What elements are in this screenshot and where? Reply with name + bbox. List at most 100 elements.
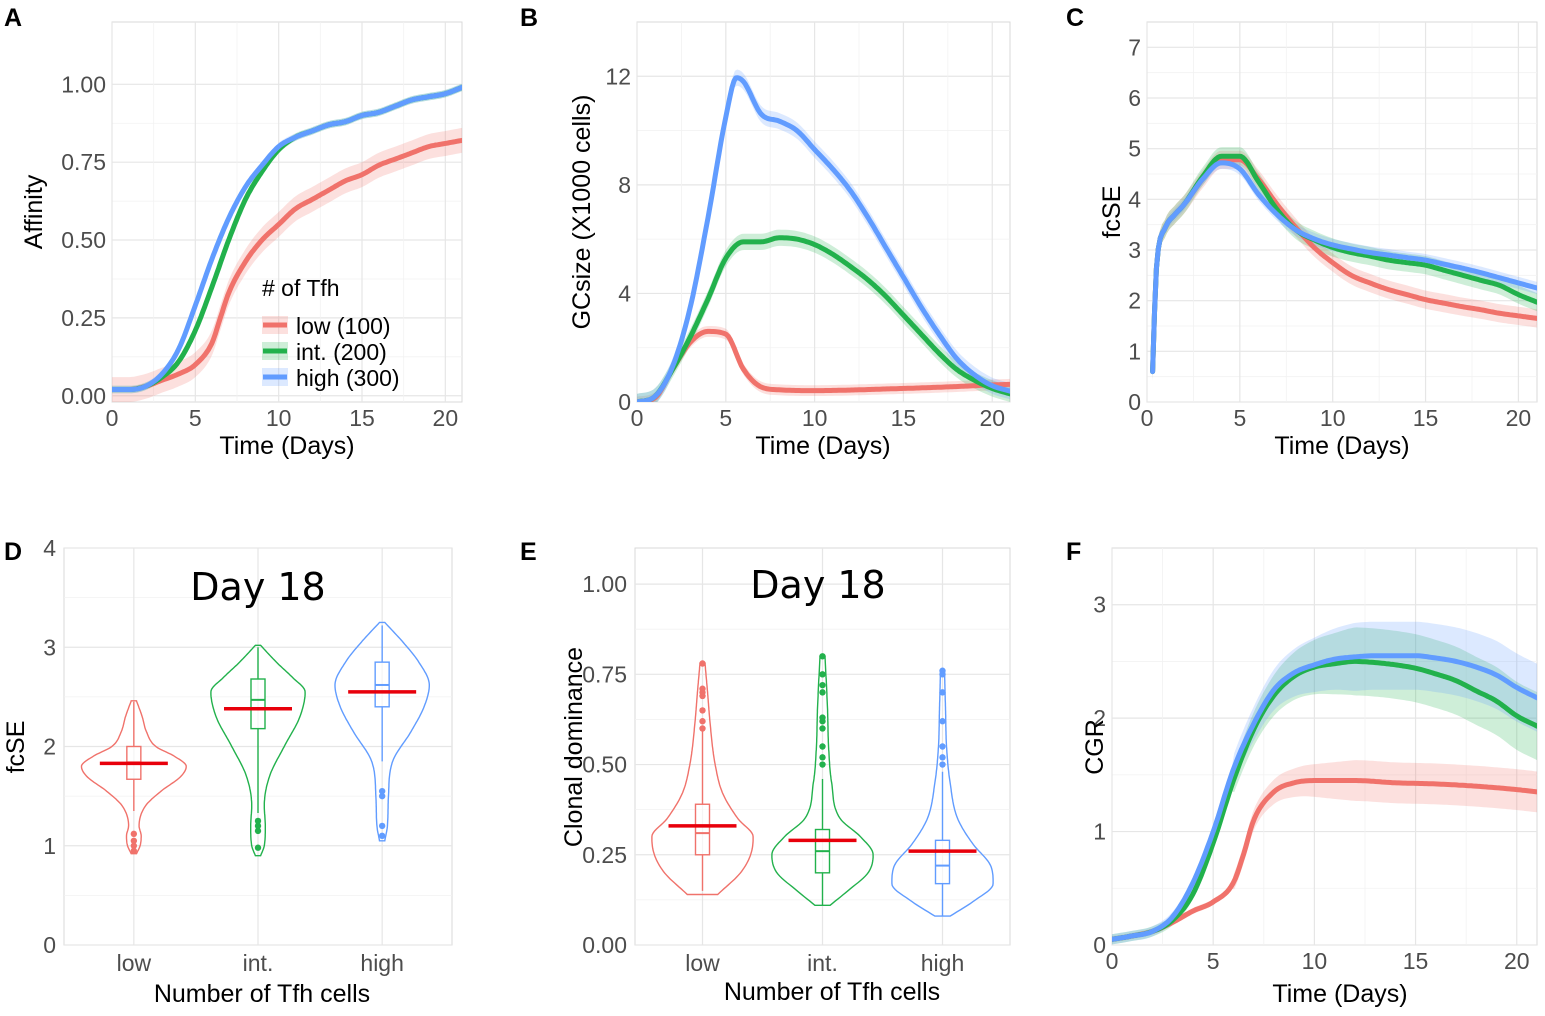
y-tick-label: 4 <box>43 535 56 561</box>
outlier-point <box>130 830 138 838</box>
y-tick-label: 0.50 <box>582 752 627 778</box>
series-band-low <box>637 326 1010 402</box>
panel-a: 0 5 10 15 20 0.00 0.25 0.50 0.75 1.00 Time (Days) A… <box>4 4 463 460</box>
series-line-high <box>637 75 1010 402</box>
y-tick-label: 1 <box>1093 819 1106 845</box>
x-axis-title: Time (Days) <box>1274 432 1409 460</box>
series-band-high <box>1112 621 1537 945</box>
y-tick-label: 0 <box>1128 389 1141 415</box>
x-tick-label: 5 <box>719 405 732 431</box>
x-tick-label: 20 <box>1504 948 1530 974</box>
legend-entry: int. (200) <box>296 339 387 365</box>
y-tick-label: 2 <box>1128 288 1141 314</box>
outlier-point <box>939 667 946 674</box>
y-tick-label: 1.00 <box>61 71 106 97</box>
y-tick-label: 0.00 <box>582 932 627 958</box>
y-tick-label: 2 <box>43 734 56 760</box>
outlier-point <box>819 743 826 750</box>
outlier-point <box>254 844 262 851</box>
outlier-point <box>254 817 262 825</box>
violin-low <box>651 660 754 896</box>
plot-area <box>1111 547 1538 946</box>
series-group <box>1150 147 1537 381</box>
series-line-high <box>1112 653 1537 942</box>
chart-title: Day 18 <box>750 563 885 607</box>
violin-low <box>80 700 187 855</box>
series-line-int <box>1150 153 1537 375</box>
y-tick-label: 0.25 <box>61 305 106 331</box>
outlier-point <box>819 761 826 768</box>
x-tick-label: 0 <box>631 405 644 431</box>
panel-e: low int. high 0.00 0.25 0.50 0.75 1.00 Day 18 Num… <box>520 538 1011 1006</box>
y-tick-label: 4 <box>618 280 631 306</box>
x-tick-label: 0 <box>106 405 119 431</box>
box <box>250 678 266 730</box>
series-line-high <box>1150 160 1537 375</box>
y-tick-label: 1 <box>1128 338 1141 364</box>
plot-area <box>1146 21 1538 403</box>
y-tick-label: 3 <box>43 634 56 660</box>
x-tick-label: high <box>360 950 403 976</box>
x-axis-title: Time (Days) <box>1272 980 1407 1008</box>
violin-high <box>334 621 430 842</box>
outlier-point <box>699 685 706 692</box>
panel-b: 0 5 10 15 20 0 4 8 12 Time (Days) GCsize (X1000 ce… <box>520 4 1011 460</box>
violin-outline <box>210 644 306 857</box>
outlier-point <box>819 754 826 761</box>
series-line-int <box>1112 658 1537 942</box>
x-tick-label: int. <box>807 950 838 976</box>
gridlines <box>1111 548 1537 946</box>
y-tick-label: 3 <box>1093 592 1106 618</box>
panel-label: F <box>1066 538 1081 566</box>
outlier-point <box>699 718 706 725</box>
x-tick-label: 0 <box>1141 405 1154 431</box>
x-tick-label: 10 <box>802 405 828 431</box>
series-band-int <box>1112 627 1537 945</box>
series-group <box>1112 621 1537 945</box>
panel-f: 0 5 10 15 20 0 1 2 3 Time (Days) CGR F <box>1066 538 1538 1008</box>
series-line-high <box>112 84 462 392</box>
violin-high <box>891 667 994 917</box>
y-tick-label: 2 <box>1093 705 1106 731</box>
series-group <box>112 83 462 402</box>
x-tick-label: low <box>685 950 720 976</box>
outlier-point <box>254 822 262 830</box>
series-line-low <box>112 137 462 392</box>
outlier-point <box>699 725 706 732</box>
panel-d: low int. high 0 1 2 3 4 Day 18 Number of Tfh cell… <box>2 535 453 1008</box>
y-tick-label: 1.00 <box>582 571 627 597</box>
outlier-point <box>939 689 946 696</box>
outlier-point <box>699 707 706 714</box>
outlier-point <box>130 837 138 844</box>
outlier-point <box>130 847 138 854</box>
y-tick-label: 1 <box>43 833 56 859</box>
x-tick-label: 10 <box>1302 948 1328 974</box>
x-tick-label: int. <box>243 950 274 976</box>
outlier-point <box>378 832 386 840</box>
y-tick-label: 0 <box>1093 932 1106 958</box>
y-tick-label: 0.75 <box>582 661 627 687</box>
outlier-point <box>130 842 138 849</box>
x-tick-label: 5 <box>1233 405 1246 431</box>
outlier-point <box>819 671 826 678</box>
x-axis-title: Time (Days) <box>219 432 354 460</box>
x-tick-label: 15 <box>1403 948 1429 974</box>
y-axis-title: fcSE <box>2 721 30 774</box>
y-tick-label: 0 <box>618 389 631 415</box>
y-tick-label: 12 <box>605 63 631 89</box>
y-tick-label: 0.00 <box>61 383 106 409</box>
panel-label: C <box>1066 4 1084 32</box>
x-tick-label: 15 <box>1413 405 1439 431</box>
x-tick-label: 15 <box>349 405 375 431</box>
outlier-point <box>819 725 826 732</box>
violin-int <box>210 644 306 857</box>
outlier-point <box>378 787 386 795</box>
legend: # of Tfh low (100)int. (200)high (300) <box>262 275 400 391</box>
y-axis-title: CGR <box>1081 719 1109 775</box>
panel-label: A <box>4 4 22 32</box>
y-tick-label: 5 <box>1128 136 1141 162</box>
chart-title: Day 18 <box>190 565 325 609</box>
outlier-point <box>378 792 386 800</box>
panel-label: B <box>520 4 538 32</box>
